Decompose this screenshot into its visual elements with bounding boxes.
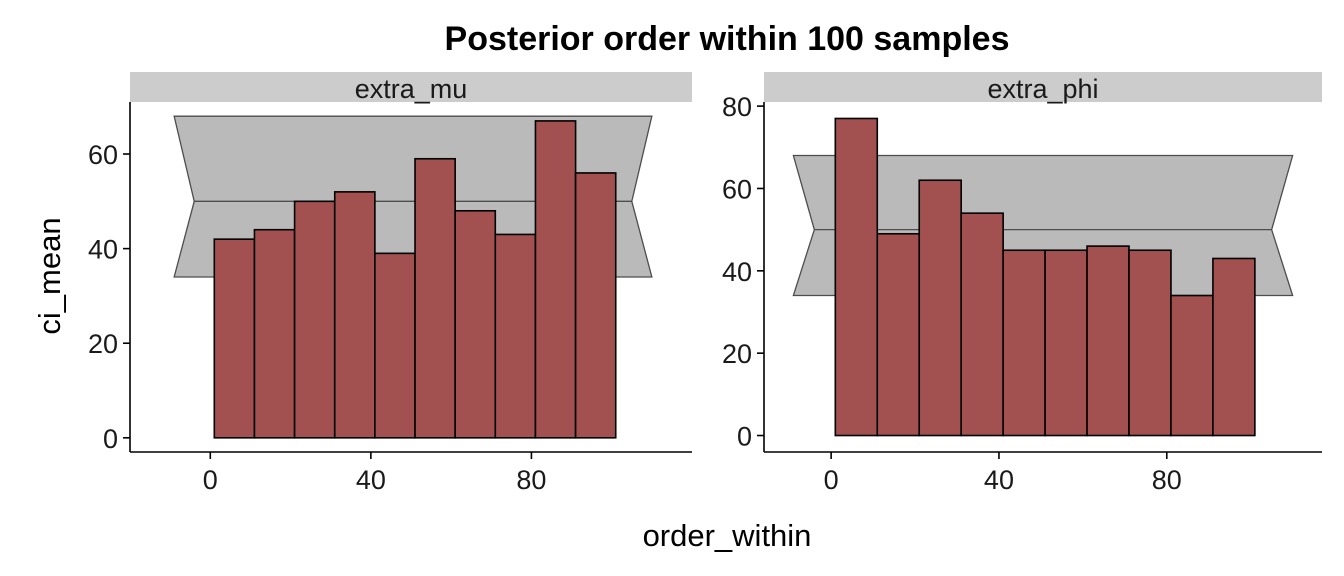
y-tick-label: 60 [722,174,752,204]
y-tick-label: 0 [103,424,118,454]
histogram-bar [293,200,336,439]
x-tick-label: 40 [984,465,1014,495]
histogram-bar [333,191,376,439]
panel-extra-phi: extra_phi 0 20 40 60 80 0 40 80 [722,72,1322,495]
y-tick-label: 80 [722,92,752,122]
histogram-bar [574,172,617,439]
x-tick-label: 0 [203,465,218,495]
x-tick-label: 80 [1152,465,1182,495]
histogram-bar [918,179,962,437]
x-tick-label: 0 [824,465,839,495]
histogram-bar [1002,249,1046,437]
y-axis-label: ci_mean [32,217,67,334]
histogram-bar [1044,249,1088,437]
y-tick-label: 60 [88,140,118,170]
histogram-bar [1086,245,1130,437]
histogram-bar [414,157,456,439]
chart-title: Posterior order within 100 samples [445,20,1010,58]
x-tick-label: 80 [516,465,546,495]
histogram-bar [1128,249,1172,437]
y-tick-label: 40 [88,235,118,265]
histogram-bar [253,228,296,439]
histogram-bar [213,238,256,439]
histogram-bar [876,232,921,437]
y-tick-label: 20 [722,339,752,369]
histogram-bar [1212,257,1256,437]
panel-extra-mu: extra_mu 0 20 40 60 0 40 80 [88,72,692,495]
histogram-bar [374,252,416,439]
facet-strip-label: extra_phi [987,74,1098,104]
facet-strip-label: extra_mu [355,74,468,104]
histogram-bar [494,233,537,439]
facet-strip [764,72,1322,102]
y-tick-label: 40 [722,257,752,287]
facet-strip [130,72,692,102]
histogram-bar [454,209,497,439]
x-tick-label: 40 [356,465,386,495]
histogram-bar [834,117,879,437]
y-tick-label: 0 [737,422,752,452]
y-tick-label: 20 [88,329,118,359]
histogram-bar [960,212,1004,437]
histogram-bar [534,120,577,439]
histogram-bar [1170,294,1214,437]
x-axis-label: order_within [643,518,812,553]
